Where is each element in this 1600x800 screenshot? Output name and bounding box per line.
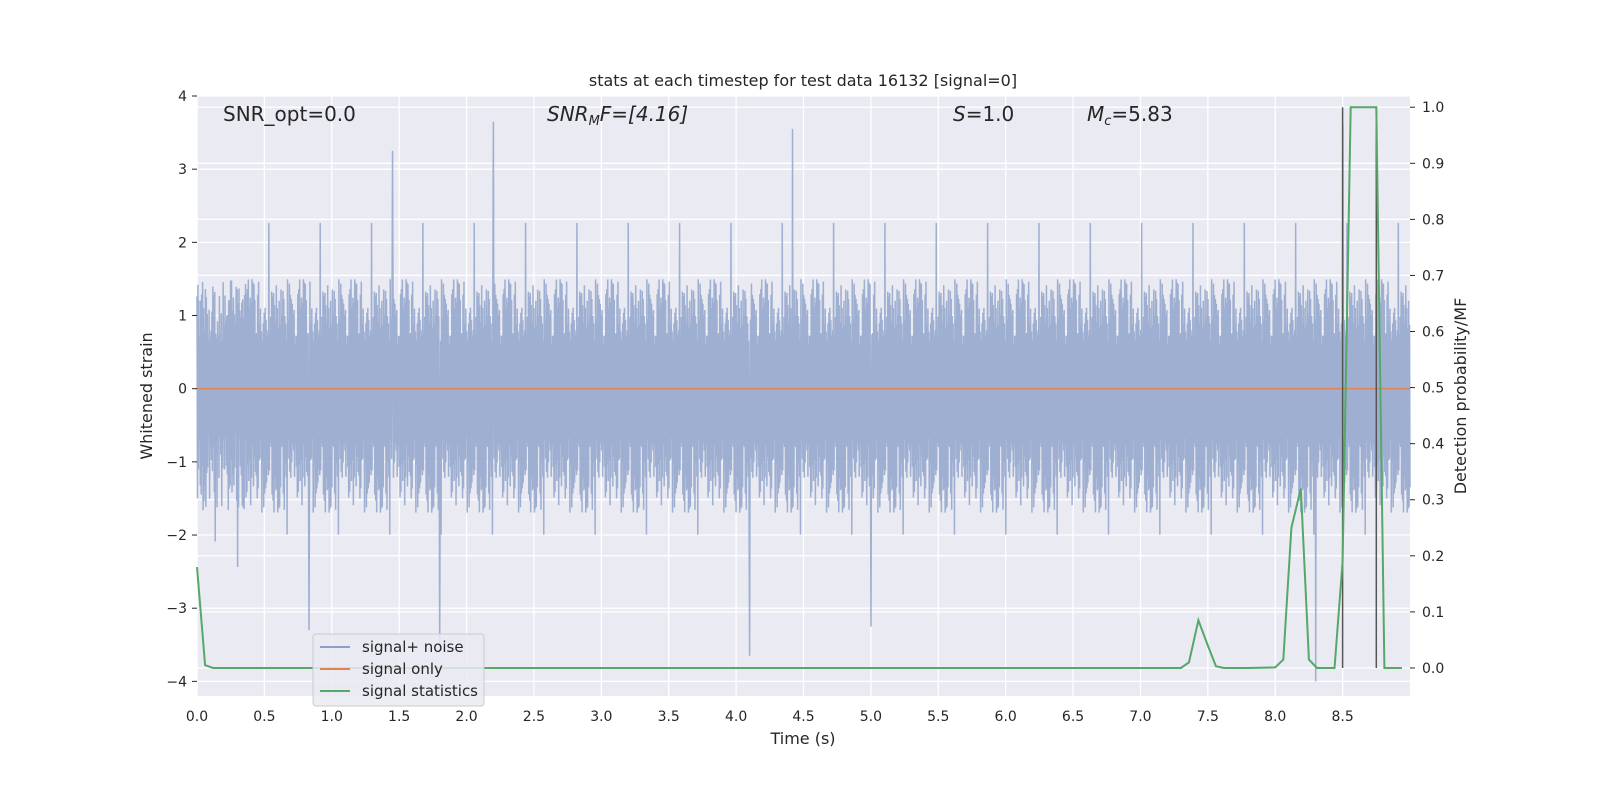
x-tick-label: 3.0 [590, 709, 612, 725]
chart-title: stats at each timestep for test data 161… [589, 71, 1017, 90]
y-tick-label-right: 0.4 [1422, 437, 1444, 453]
y-axis-left-ticks: −4 −3 −2 −1 0 1 2 3 4 [166, 89, 197, 690]
y-tick-label-left: −4 [166, 674, 187, 690]
signal-statistics-series [196, 106, 1402, 669]
x-tick-label: 3.5 [658, 709, 680, 725]
legend-box [312, 633, 485, 707]
annotation-mc-value: =5.83 [1111, 102, 1172, 126]
annotation-snr-opt: SNR_opt=0.0 [223, 102, 356, 126]
x-tick-label: 4.5 [792, 709, 814, 725]
x-tick-label: 1.5 [388, 709, 410, 725]
x-tick-label: 6.0 [995, 709, 1017, 725]
annotation-snr-mf-subscript: M [589, 114, 600, 129]
y-tick-label-right: 0.7 [1422, 268, 1444, 284]
y-axis-right-label: Detection probability/MF [1451, 298, 1470, 495]
legend-label-signal-noise: signal+ noise [362, 638, 464, 656]
y-tick-label-right: 0.3 [1422, 493, 1444, 509]
x-tick-label: 8.0 [1264, 709, 1286, 725]
signal-noise-line [196, 121, 1411, 682]
y-tick-label-left: 0 [178, 382, 187, 398]
y-axis-right-ticks: 0.0 0.1 0.2 0.3 0.4 0.5 0.6 0.7 0.8 0.9 1.0 [1410, 100, 1444, 677]
y-tick-label-left: 2 [178, 235, 187, 251]
x-tick-label: 1.0 [321, 709, 343, 725]
x-axis-label: Time (s) [769, 729, 835, 748]
legend-label-signal-statistics: signal statistics [362, 682, 478, 700]
legend-label-signal-only: signal only [362, 660, 443, 678]
x-tick-label: 5.5 [927, 709, 949, 725]
signal-noise-series [196, 121, 1411, 682]
signal-statistics-line [196, 106, 1402, 669]
y-tick-label-left: −3 [166, 601, 187, 617]
y-tick-label-right: 0.1 [1422, 605, 1444, 621]
y-tick-label-right: 0.0 [1422, 661, 1444, 677]
legend: signal+ noise signal only signal statist… [312, 633, 485, 707]
y-axis-left-label: Whitened strain [137, 332, 156, 459]
x-tick-label: 0.0 [186, 709, 208, 725]
x-tick-label: 8.5 [1331, 709, 1353, 725]
x-tick-label: 2.5 [523, 709, 545, 725]
y-tick-label-right: 0.9 [1422, 156, 1444, 172]
annotation-snr-mf-symbol: SNR [547, 102, 589, 126]
y-tick-label-left: −1 [166, 455, 187, 471]
annotation-mc: Mc=5.83 [1087, 102, 1173, 129]
annotation-s-symbol: S [953, 102, 966, 126]
y-tick-label-right: 0.8 [1422, 212, 1444, 228]
annotation-s-value: =1.0 [966, 102, 1015, 126]
y-tick-label-left: −2 [166, 528, 187, 544]
x-tick-label: 5.0 [860, 709, 882, 725]
y-tick-label-right: 0.2 [1422, 549, 1444, 565]
y-tick-label-right: 0.6 [1422, 325, 1444, 341]
x-tick-label: 7.5 [1197, 709, 1219, 725]
x-tick-label: 6.5 [1062, 709, 1084, 725]
y-tick-label-right: 0.5 [1422, 381, 1444, 397]
annotation-s: S=1.0 [953, 102, 1014, 126]
annotation-snr-mf: SNRMF=[4.16] [547, 102, 688, 129]
y-tick-label-left: 1 [178, 309, 187, 325]
x-tick-label: 2.0 [455, 709, 477, 725]
annotation-mc-subscript: c [1104, 114, 1111, 129]
x-tick-label: 0.5 [253, 709, 275, 725]
x-tick-label: 4.0 [725, 709, 747, 725]
x-axis-ticks: 0.0 0.5 1.0 1.5 2.0 2.5 3.0 3.5 4.0 4.5 5.0 5.5 6.0 6… [186, 709, 1354, 725]
x-tick-label: 7.0 [1129, 709, 1151, 725]
y-tick-label-right: 1.0 [1422, 100, 1444, 116]
y-tick-label-left: 4 [178, 89, 187, 105]
annotation-mc-symbol: M [1087, 102, 1104, 126]
annotation-snr-mf-value: F=[4.16] [600, 102, 688, 126]
y-tick-label-left: 3 [178, 162, 187, 178]
